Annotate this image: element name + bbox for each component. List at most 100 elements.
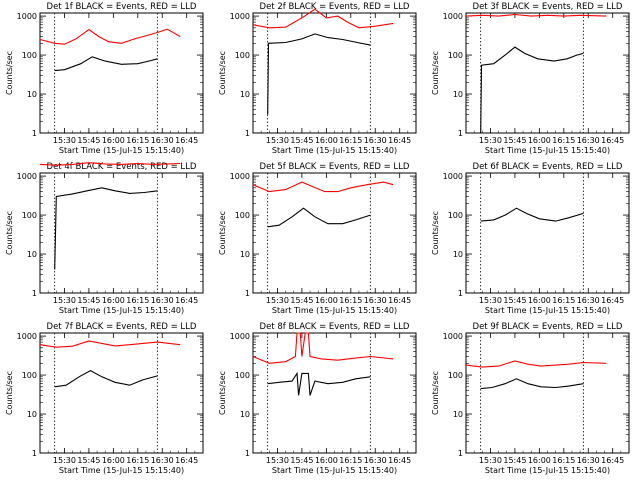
x-tick-label: 16:15	[126, 456, 149, 465]
x-tick-label: 16:45	[175, 456, 198, 465]
x-axis-label: Start Time (15-Jul-15 15:15:40)	[59, 146, 184, 155]
y-tick-label: 100	[22, 371, 37, 380]
chart-title: Det 6f BLACK = Events, RED = LLD	[473, 162, 623, 172]
x-tick-label: 16:00	[102, 136, 125, 145]
y-tick-label: 1000	[17, 12, 37, 21]
detector-panel: Det 4f BLACK = Events, RED = LLD 1 10 100 10…	[0, 160, 213, 320]
x-tick-label: 16:45	[388, 136, 411, 145]
y-tick-label: 10	[27, 90, 37, 99]
y-tick-label: 100	[448, 371, 463, 380]
series-line	[252, 8, 394, 29]
x-tick-label: 15:30	[479, 456, 502, 465]
x-tick-label: 16:30	[151, 456, 174, 465]
x-tick-label: 16:45	[601, 456, 624, 465]
x-tick-label: 16:30	[577, 456, 600, 465]
y-tick-label: 1	[245, 289, 250, 298]
x-tick-label: 16:15	[339, 136, 362, 145]
y-tick-label: 1	[458, 449, 463, 458]
x-tick-label: 15:45	[290, 296, 313, 305]
detector-chart: Det 5f BLACK = Events, RED = LLD 1 10 100 10…	[218, 162, 417, 315]
chart-title: Det 5f BLACK = Events, RED = LLD	[260, 162, 410, 172]
x-tick-label: 15:45	[77, 456, 100, 465]
y-tick-label: 100	[235, 51, 250, 60]
detector-chart: Det 3f BLACK = Events, RED = LLD 1 10 100 10…	[431, 2, 630, 155]
x-tick-label: 15:45	[503, 456, 526, 465]
x-axis-label: Start Time (15-Jul-15 15:15:40)	[272, 306, 397, 315]
x-tick-label: 15:45	[77, 136, 100, 145]
y-axis-label: Counts/sec	[5, 51, 14, 95]
x-tick-label: 16:00	[315, 456, 338, 465]
series-line	[39, 340, 181, 348]
chart-title: Det 3f BLACK = Events, RED = LLD	[473, 2, 623, 12]
x-tick-label: 16:15	[126, 296, 149, 305]
x-tick-label: 15:45	[290, 456, 313, 465]
y-tick-label: 1000	[443, 12, 463, 21]
x-tick-label: 15:45	[77, 296, 100, 305]
y-axis-label: Counts/sec	[218, 371, 227, 415]
axes-frame	[465, 12, 630, 134]
y-tick-label: 10	[240, 410, 250, 419]
x-tick-label: 16:15	[126, 136, 149, 145]
detector-panel: Det 8f BLACK = Events, RED = LLD 1 10 100 10…	[213, 320, 426, 480]
y-tick-label: 100	[448, 51, 463, 60]
x-tick-label: 15:30	[53, 296, 76, 305]
axes-frame	[39, 172, 204, 294]
series-line	[480, 378, 584, 390]
y-tick-label: 1	[245, 449, 250, 458]
series-line	[267, 33, 371, 115]
x-tick-label: 16:00	[102, 296, 125, 305]
x-tick-label: 16:30	[151, 296, 174, 305]
detector-panel: Det 9f BLACK = Events, RED = LLD 1 10 100 10…	[426, 320, 639, 480]
detector-chart: Det 1f BLACK = Events, RED = LLD 1 10 100 10…	[5, 2, 204, 155]
axes-frame	[39, 332, 204, 454]
y-tick-label: 1000	[443, 332, 463, 341]
detector-chart: Det 7f BLACK = Events, RED = LLD 1 10 100 10…	[5, 322, 204, 475]
x-tick-label: 16:15	[339, 456, 362, 465]
x-tick-label: 16:30	[364, 296, 387, 305]
x-tick-label: 16:00	[528, 296, 551, 305]
x-tick-label: 16:45	[175, 296, 198, 305]
x-tick-label: 16:45	[175, 136, 198, 145]
chart-title: Det 2f BLACK = Events, RED = LLD	[260, 2, 410, 12]
y-tick-label: 10	[240, 90, 250, 99]
x-tick-label: 16:00	[528, 136, 551, 145]
x-tick-label: 15:30	[53, 136, 76, 145]
y-tick-label: 100	[22, 211, 37, 220]
axes-frame	[465, 332, 630, 454]
series-line	[267, 207, 371, 228]
chart-title: Det 8f BLACK = Events, RED = LLD	[260, 322, 410, 332]
y-tick-label: 1	[458, 289, 463, 298]
x-tick-label: 15:30	[479, 136, 502, 145]
y-axis-label: Counts/sec	[5, 211, 14, 255]
series-line	[54, 187, 158, 270]
series-line	[252, 181, 394, 193]
series-line	[267, 371, 371, 396]
x-tick-label: 16:45	[388, 296, 411, 305]
x-axis-label: Start Time (15-Jul-15 15:15:40)	[59, 306, 184, 315]
detector-panel: Det 7f BLACK = Events, RED = LLD 1 10 100 10…	[0, 320, 213, 480]
x-tick-label: 15:30	[53, 456, 76, 465]
detector-panel: Det 2f BLACK = Events, RED = LLD 1 10 100 10…	[213, 0, 426, 160]
series-line	[39, 162, 181, 166]
x-axis-label: Start Time (15-Jul-15 15:15:40)	[59, 466, 184, 475]
series-line	[480, 46, 584, 134]
x-tick-label: 16:30	[151, 136, 174, 145]
x-tick-label: 16:45	[388, 456, 411, 465]
x-axis-label: Start Time (15-Jul-15 15:15:40)	[272, 466, 397, 475]
chart-title: Det 7f BLACK = Events, RED = LLD	[47, 322, 197, 332]
x-tick-label: 15:45	[503, 296, 526, 305]
detector-chart: Det 9f BLACK = Events, RED = LLD 1 10 100 10…	[431, 322, 630, 475]
x-tick-label: 16:00	[528, 456, 551, 465]
x-tick-label: 16:30	[364, 136, 387, 145]
x-tick-label: 16:30	[577, 136, 600, 145]
axes-frame	[252, 332, 417, 454]
series-line	[39, 28, 181, 45]
y-tick-label: 1000	[230, 12, 250, 21]
detector-chart: Det 8f BLACK = Events, RED = LLD 1 10 100 10…	[218, 322, 417, 475]
x-tick-label: 16:15	[552, 456, 575, 465]
series-line	[54, 369, 158, 388]
y-tick-label: 1	[32, 129, 37, 138]
y-tick-label: 10	[453, 90, 463, 99]
x-tick-label: 16:00	[315, 296, 338, 305]
y-axis-label: Counts/sec	[431, 211, 440, 255]
